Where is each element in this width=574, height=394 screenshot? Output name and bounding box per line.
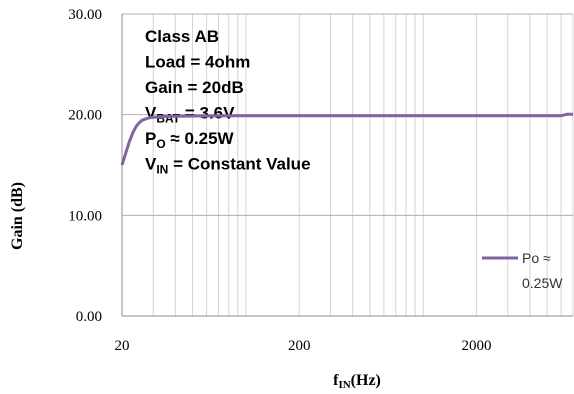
series-layer bbox=[120, 112, 573, 166]
x-tick-label: 2000 bbox=[462, 338, 492, 354]
y-tick-label: 20.00 bbox=[68, 108, 102, 124]
x-tick-labels: 20 200 2000 bbox=[115, 338, 492, 354]
legend-label-line1: Po ≈ bbox=[522, 250, 551, 266]
y-tick-label: 30.00 bbox=[68, 7, 102, 23]
annotation-line: VIN = Constant Value bbox=[145, 155, 311, 177]
annotation-line: PO ≈ 0.25W bbox=[145, 129, 235, 151]
y-tick-labels: 0.00 10.00 20.00 30.00 bbox=[68, 7, 102, 325]
y-axis-title: Gain (dB) bbox=[9, 182, 26, 250]
x-tick-label: 200 bbox=[288, 338, 311, 354]
plot-grid bbox=[121, 13, 574, 316]
y-tick-label: 0.00 bbox=[76, 309, 102, 325]
annotation-line: Gain = 20dB bbox=[145, 78, 244, 97]
legend: Po ≈ 0.25W bbox=[482, 250, 563, 291]
legend-label-line2: 0.25W bbox=[522, 275, 563, 291]
annotation-line: Load = 4ohm bbox=[145, 53, 250, 72]
x-axis-title-main: f bbox=[333, 372, 339, 389]
x-axis-title: fIN(Hz) bbox=[333, 372, 381, 391]
x-axis-title-unit: (Hz) bbox=[351, 372, 381, 389]
x-tick-label: 20 bbox=[115, 338, 130, 354]
series-line bbox=[120, 112, 573, 166]
annotation-line: Class AB bbox=[145, 27, 219, 46]
x-axis-title-sub: IN bbox=[338, 379, 350, 391]
y-tick-label: 10.00 bbox=[68, 208, 102, 224]
